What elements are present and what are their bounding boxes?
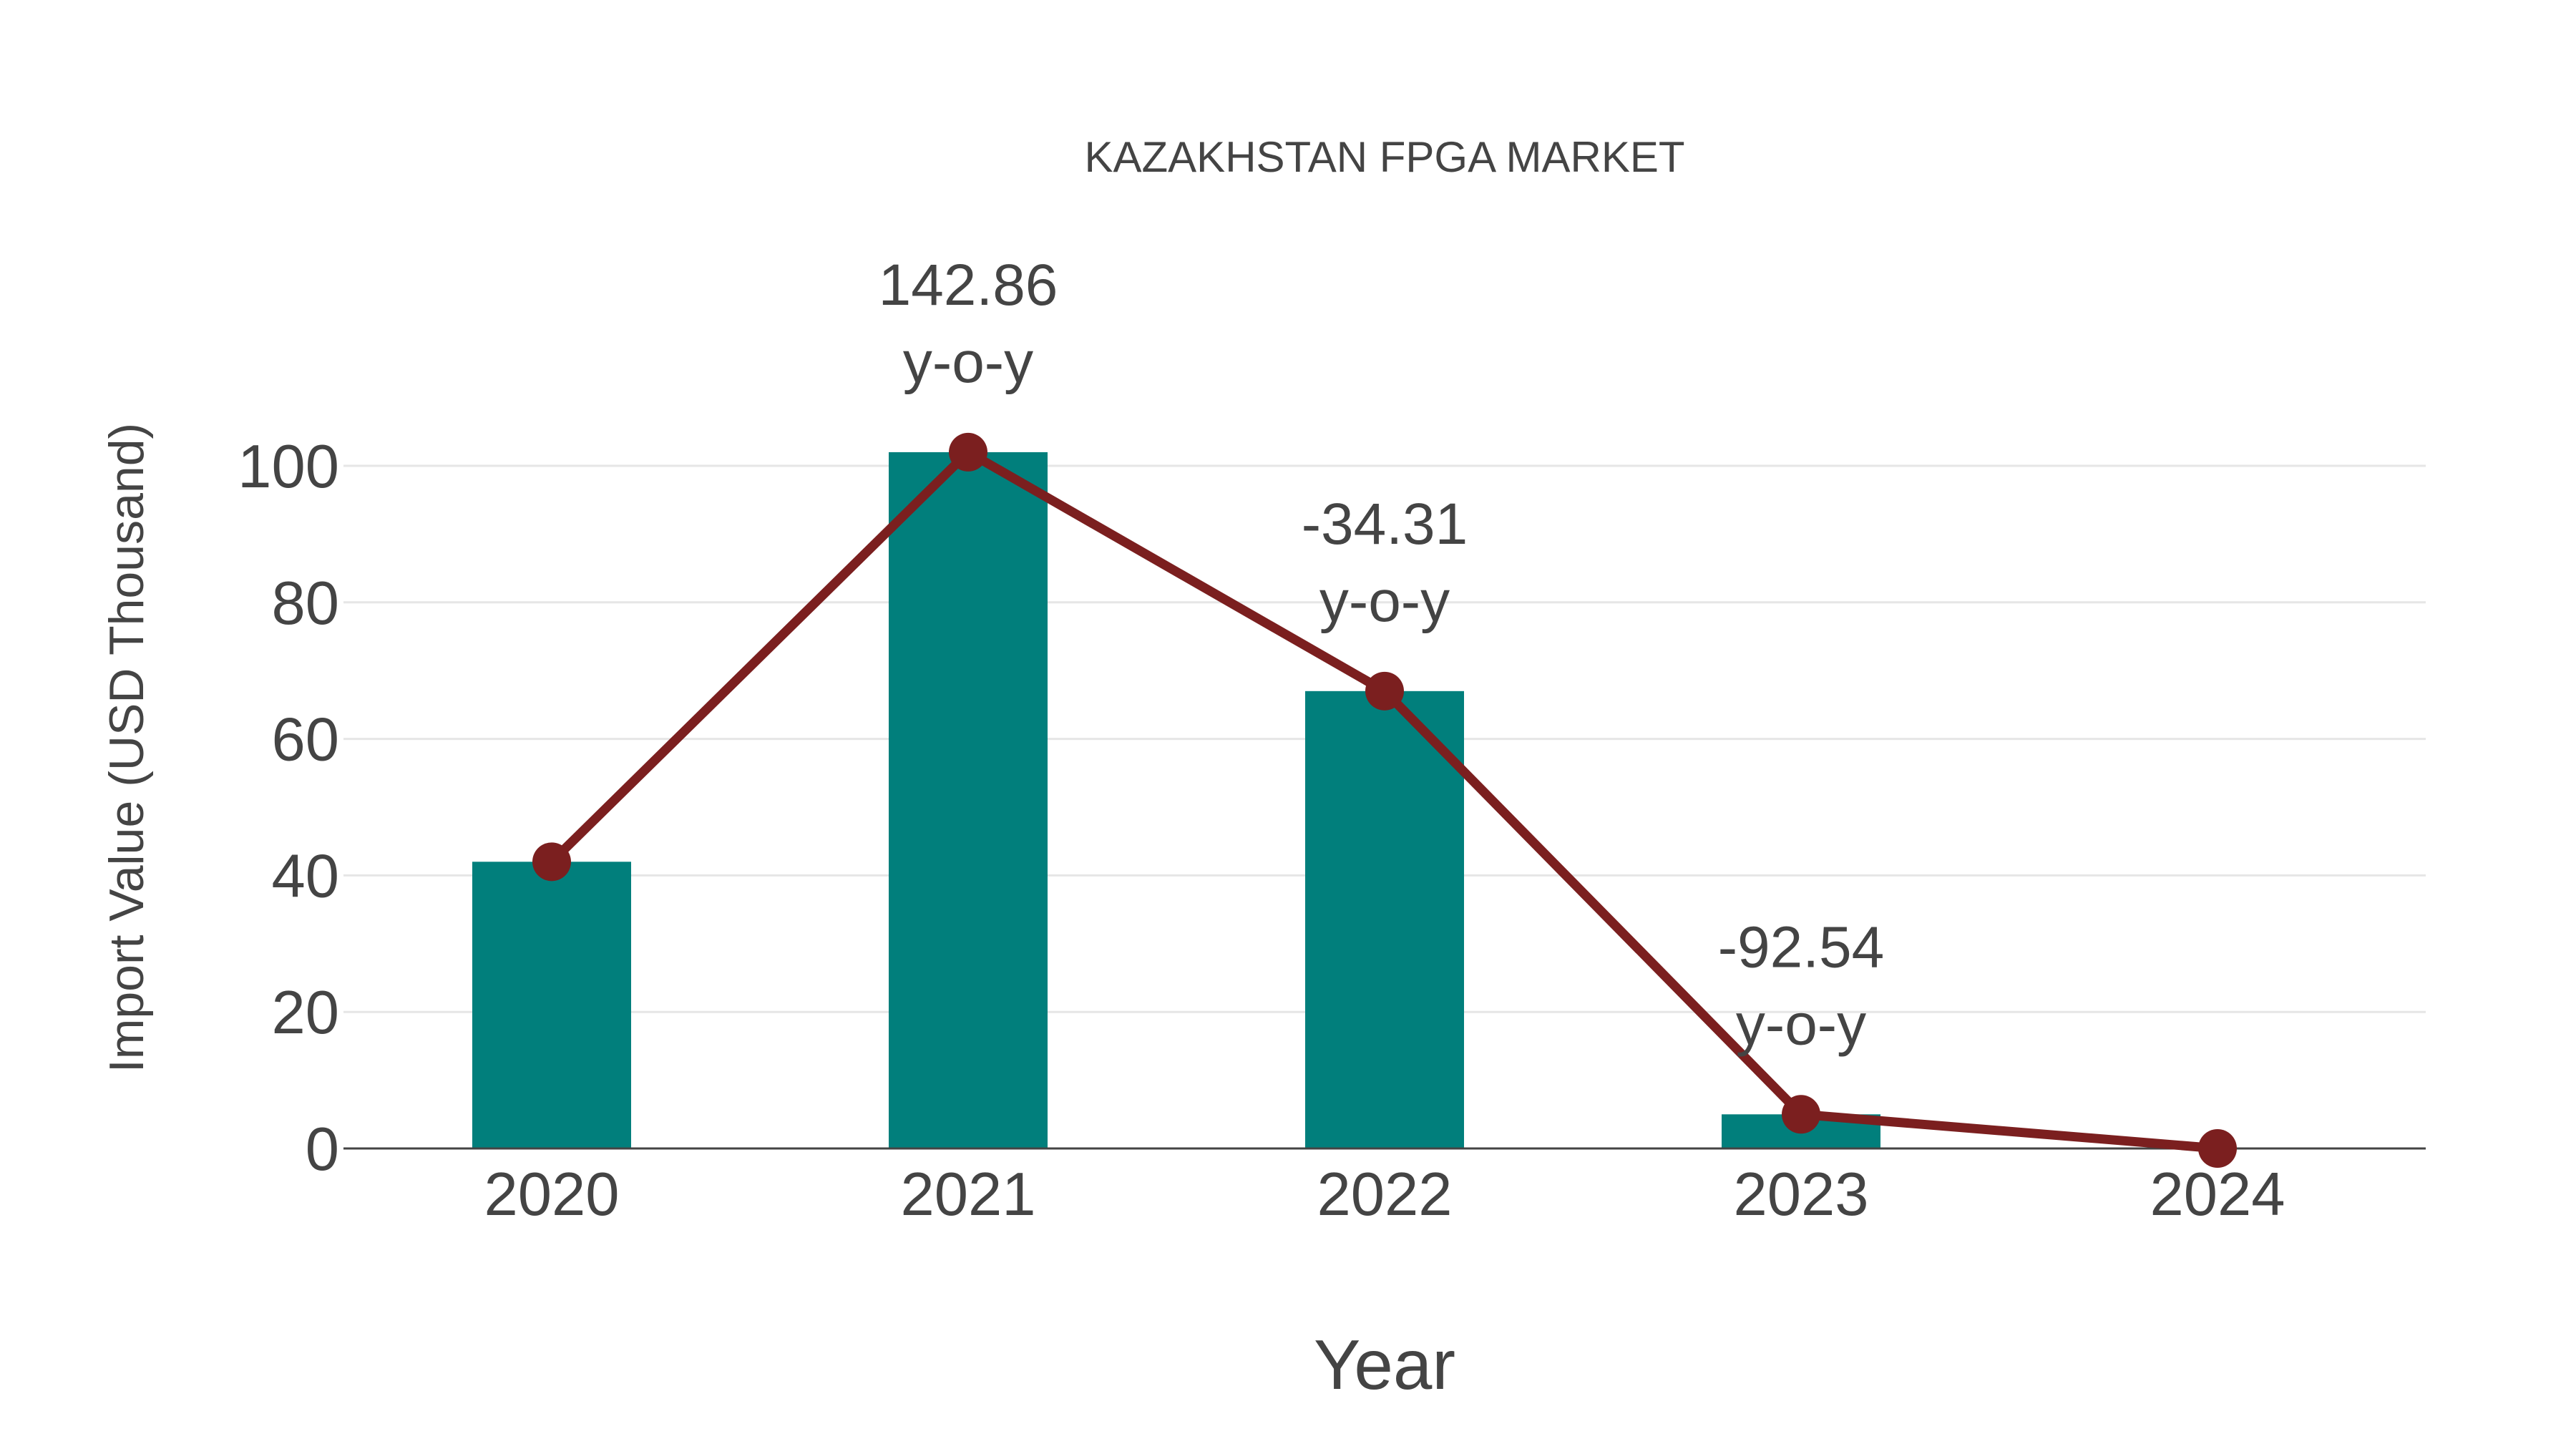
x-tick-label: 2021: [900, 1161, 1035, 1229]
line-marker: [532, 842, 571, 882]
bar: [1305, 691, 1464, 1148]
yoy-value: -34.31: [1302, 492, 1468, 557]
trend-line-series: [532, 432, 2237, 1168]
y-tick-label: 40: [271, 842, 339, 910]
x-axis-ticks: 2020 2021 2022 2023 2024: [484, 1161, 2285, 1229]
y-tick-label: 0: [306, 1116, 339, 1184]
line-marker: [1365, 671, 1404, 711]
yoy-value: -92.54: [1718, 914, 1885, 980]
y-tick-label: 60: [271, 706, 339, 774]
y-tick-label: 80: [271, 570, 339, 638]
yoy-annotations: 142.86 y-o-y -34.31 y-o-y -92.54 y-o-y: [879, 253, 1885, 1057]
yoy-suffix: y-o-y: [1736, 992, 1866, 1057]
line-marker: [2198, 1129, 2237, 1168]
x-tick-label: 2024: [2150, 1161, 2285, 1229]
bar-series: [472, 452, 1880, 1148]
bar: [472, 862, 631, 1148]
line-marker: [1782, 1095, 1820, 1134]
y-tick-label: 20: [271, 979, 339, 1047]
x-tick-label: 2022: [1317, 1161, 1452, 1229]
yoy-value: 142.86: [879, 253, 1058, 318]
bar: [889, 452, 1048, 1148]
y-axis-ticks: 0 20 40 60 80 100: [238, 433, 339, 1184]
x-axis-title: Year: [1314, 1325, 1455, 1404]
line-marker: [949, 432, 987, 472]
yoy-suffix: y-o-y: [903, 330, 1033, 395]
y-axis-title: Import Value (USD Thousand): [99, 423, 154, 1073]
x-tick-label: 2023: [1733, 1161, 1868, 1229]
yoy-suffix: y-o-y: [1319, 569, 1450, 634]
y-tick-label: 100: [238, 433, 339, 501]
chart-title: KAZAKHSTAN FPGA MARKET: [1084, 133, 1684, 181]
x-tick-label: 2020: [484, 1161, 619, 1229]
